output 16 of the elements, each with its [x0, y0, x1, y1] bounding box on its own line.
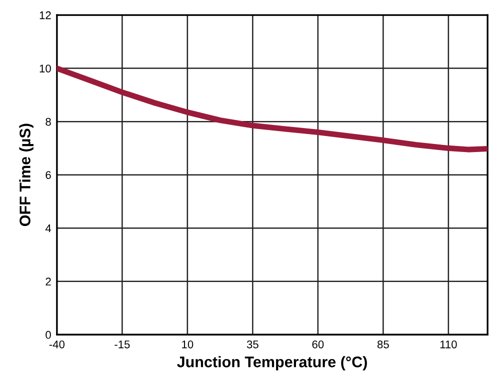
y-tick-label: 0: [46, 330, 51, 339]
y-tick-label: 2: [46, 278, 51, 286]
x-tick-label: 35: [246, 340, 258, 348]
x-tick-label: 110: [440, 340, 457, 348]
x-tick-label: 85: [377, 340, 389, 348]
x-tick-label: -40: [49, 340, 65, 348]
y-tick-label: 10: [40, 64, 51, 72]
y-tick-label: 4: [45, 224, 52, 232]
y-tick-label: 12: [40, 11, 51, 20]
x-tick-label: -15: [114, 340, 130, 348]
y-axis-title: OFF Time (µS): [19, 124, 34, 226]
x-tick-label: 60: [312, 340, 324, 348]
y-tick-label: 6: [46, 171, 51, 179]
x-tick-label: 10: [182, 340, 194, 348]
y-tick-label: 8: [46, 118, 51, 126]
x-axis-title: Junction Temperature (°C): [177, 356, 367, 370]
